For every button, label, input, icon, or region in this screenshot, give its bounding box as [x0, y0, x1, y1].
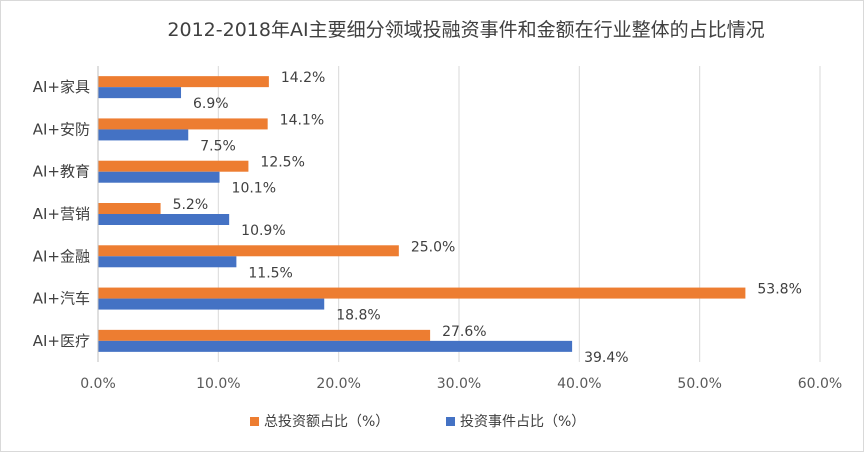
bar-total-investment — [98, 203, 161, 214]
x-tick-label: 30.0% — [437, 376, 481, 392]
bar-total-investment — [98, 118, 268, 130]
data-label: 27.6% — [442, 324, 486, 340]
data-labels: 14.2% 6.9% 14.1% 7.5% 12.5% 10.1% 5.2% 10.9% 25.… — [173, 70, 802, 366]
category-label: AI+教育 — [33, 163, 90, 181]
x-tick-label: 20.0% — [316, 376, 360, 392]
bar-total-investment — [98, 287, 746, 299]
data-label: 14.2% — [281, 70, 325, 86]
legend-label-total-investment: 总投资额占比（%） — [264, 414, 389, 430]
category-label: AI+金融 — [33, 247, 90, 265]
bar-total-investment — [98, 329, 431, 341]
bar-investment-events — [98, 214, 230, 225]
data-label: 10.1% — [232, 181, 276, 197]
data-label: 6.9% — [193, 96, 229, 112]
bar-investment-events — [98, 340, 573, 352]
data-label: 5.2% — [173, 197, 209, 213]
bar-investment-events — [98, 256, 237, 268]
legend: 总投资额占比（%） 投资事件占比（%） — [250, 414, 585, 430]
category-label: AI+安防 — [33, 120, 90, 138]
x-tick-label: 60.0% — [798, 376, 842, 392]
data-label: 7.5% — [200, 138, 236, 154]
data-label: 53.8% — [757, 282, 801, 298]
gridlines — [217, 66, 821, 362]
bar-total-investment — [98, 76, 269, 88]
bar-investment-events — [98, 298, 325, 310]
x-tick-label: 10.0% — [196, 376, 240, 392]
data-label: 25.0% — [411, 239, 455, 255]
category-label: AI+汽车 — [33, 290, 90, 308]
x-tick-label: 0.0% — [80, 376, 116, 392]
data-label: 14.1% — [280, 112, 324, 128]
bar-investment-events — [98, 129, 189, 141]
data-label: 10.9% — [241, 223, 285, 239]
bar-total-investment — [98, 245, 399, 257]
data-label: 39.4% — [584, 350, 628, 366]
axes: 0.0% 10.0% 20.0% 30.0% 40.0% 50.0% 60.0% AI+家具 A… — [33, 66, 842, 392]
legend-swatch-investment-events — [446, 417, 455, 426]
category-label: AI+医疗 — [33, 332, 90, 350]
category-label: AI+营销 — [33, 205, 90, 223]
legend-label-investment-events: 投资事件占比（%） — [460, 414, 585, 430]
data-label: 18.8% — [336, 308, 380, 324]
chart-title: 2012-2018年AI主要细分领域投融资事件和金额在行业整体的占比情况 — [167, 19, 764, 41]
bars — [98, 76, 746, 352]
x-tick-label: 40.0% — [557, 376, 601, 392]
category-label: AI+家具 — [33, 78, 90, 96]
bar-total-investment — [98, 160, 249, 172]
data-label: 11.5% — [248, 265, 292, 281]
data-label: 12.5% — [260, 155, 304, 171]
x-tick-label: 50.0% — [677, 376, 721, 392]
bar-investment-events — [98, 171, 220, 183]
legend-swatch-total-investment — [250, 417, 259, 426]
bar-investment-events — [98, 87, 182, 99]
